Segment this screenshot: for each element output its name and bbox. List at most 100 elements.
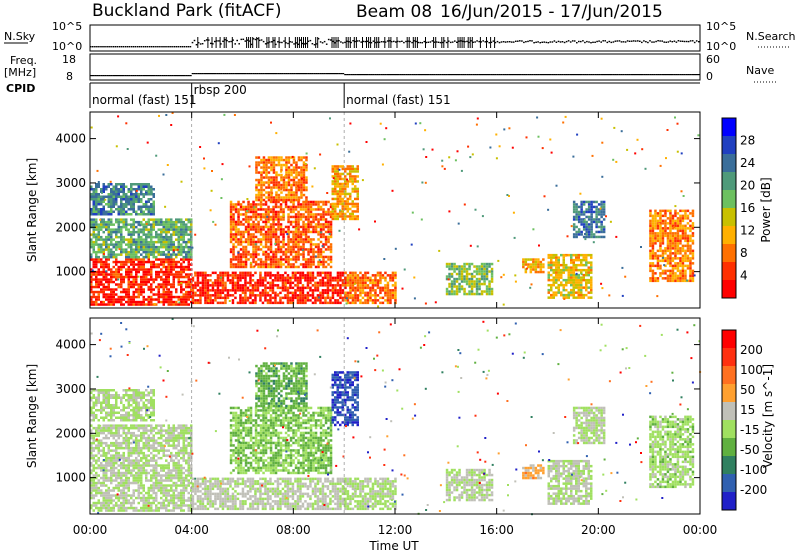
power-cell xyxy=(600,208,603,211)
power-cell xyxy=(336,289,340,292)
power-cell xyxy=(132,275,135,279)
power-cell xyxy=(488,285,491,288)
noise-sample xyxy=(378,41,381,43)
power-cell xyxy=(145,260,148,264)
power-cell xyxy=(585,210,588,214)
freq-sample xyxy=(401,74,404,76)
power-cell xyxy=(550,266,553,269)
freq-sample xyxy=(311,73,314,75)
power-cell xyxy=(259,258,263,261)
power-cell xyxy=(190,295,193,299)
power-cell xyxy=(537,260,540,264)
freq-sample xyxy=(576,74,579,76)
power-cell xyxy=(185,243,188,246)
power-cell xyxy=(100,288,103,291)
power-cell xyxy=(261,289,265,292)
power-cell xyxy=(289,265,293,269)
power-cell xyxy=(274,301,277,305)
power-cell xyxy=(140,213,143,216)
power-cell xyxy=(232,265,235,269)
power-cell xyxy=(211,284,215,287)
power-cell xyxy=(224,286,227,290)
power-cell xyxy=(341,299,345,302)
power-cell xyxy=(267,235,270,239)
power-cell xyxy=(237,230,240,234)
power-cell xyxy=(580,200,583,204)
power-cell xyxy=(269,225,273,229)
freq-sample xyxy=(557,74,560,76)
power-cell xyxy=(137,213,140,216)
power-cell xyxy=(137,255,140,259)
freq-sample xyxy=(470,74,473,76)
power-cell xyxy=(232,253,235,256)
power-cell xyxy=(294,279,297,282)
power-cell xyxy=(102,265,105,269)
freq-sample xyxy=(228,73,231,75)
power-cell xyxy=(661,209,665,213)
noise-sample xyxy=(271,41,273,43)
power-cell xyxy=(132,285,135,289)
power-cell xyxy=(324,281,327,285)
power-cell xyxy=(590,200,593,204)
power-cell xyxy=(394,289,397,292)
power-cell xyxy=(282,198,286,202)
power-cell xyxy=(460,265,464,268)
power-cell xyxy=(322,200,325,204)
power-cell xyxy=(137,240,140,244)
noise-sample xyxy=(254,38,257,41)
power-cell xyxy=(110,200,113,203)
power-cell xyxy=(252,215,255,219)
power-cell xyxy=(272,230,275,234)
power-cell xyxy=(172,240,175,244)
power-cell xyxy=(287,166,291,169)
power-cell xyxy=(666,257,670,260)
power-cell xyxy=(669,259,672,263)
power-cell xyxy=(309,203,313,206)
power-cell xyxy=(600,225,603,229)
power-cell xyxy=(100,223,103,226)
power-cell xyxy=(575,205,578,209)
freq-left-label-1: Freq. xyxy=(10,54,37,67)
power-cell xyxy=(135,250,138,254)
freq-sample xyxy=(193,73,196,75)
power-cell xyxy=(297,265,300,269)
power-cell xyxy=(560,263,563,267)
power-cell xyxy=(527,263,530,266)
power-cell xyxy=(185,300,188,304)
power-cell xyxy=(262,181,266,184)
power-cell xyxy=(162,270,165,274)
freq-sample xyxy=(301,73,304,75)
freq-sample xyxy=(140,75,143,77)
power-cell xyxy=(147,205,150,208)
power-cell xyxy=(550,288,553,292)
power-cell xyxy=(287,250,290,254)
power-cell xyxy=(577,286,580,289)
power-cell xyxy=(175,290,178,294)
power-cell xyxy=(279,291,282,295)
power-cell xyxy=(112,245,115,249)
power-cell xyxy=(384,294,387,297)
power-cell xyxy=(267,255,270,259)
noise-sample xyxy=(297,43,299,45)
power-cell xyxy=(575,286,578,289)
power-cell xyxy=(145,185,148,188)
power-cell xyxy=(297,245,300,249)
power-cell xyxy=(107,255,110,259)
power-cell xyxy=(654,252,657,255)
power-cell xyxy=(582,228,586,231)
power-cell xyxy=(237,208,240,211)
power-cell xyxy=(329,284,332,287)
power-cell xyxy=(236,279,240,282)
power-cell xyxy=(182,223,185,226)
power-cell xyxy=(282,230,285,234)
power-cell xyxy=(255,161,258,164)
power-cell xyxy=(654,257,657,260)
power-cell xyxy=(336,167,339,171)
power-cell xyxy=(669,227,672,230)
power-cell xyxy=(354,276,357,280)
power-cell xyxy=(259,225,263,229)
power-cell xyxy=(560,271,563,274)
noise-right-label: N.Search xyxy=(746,30,796,43)
power-cell xyxy=(264,250,268,254)
power-cell xyxy=(649,257,652,260)
